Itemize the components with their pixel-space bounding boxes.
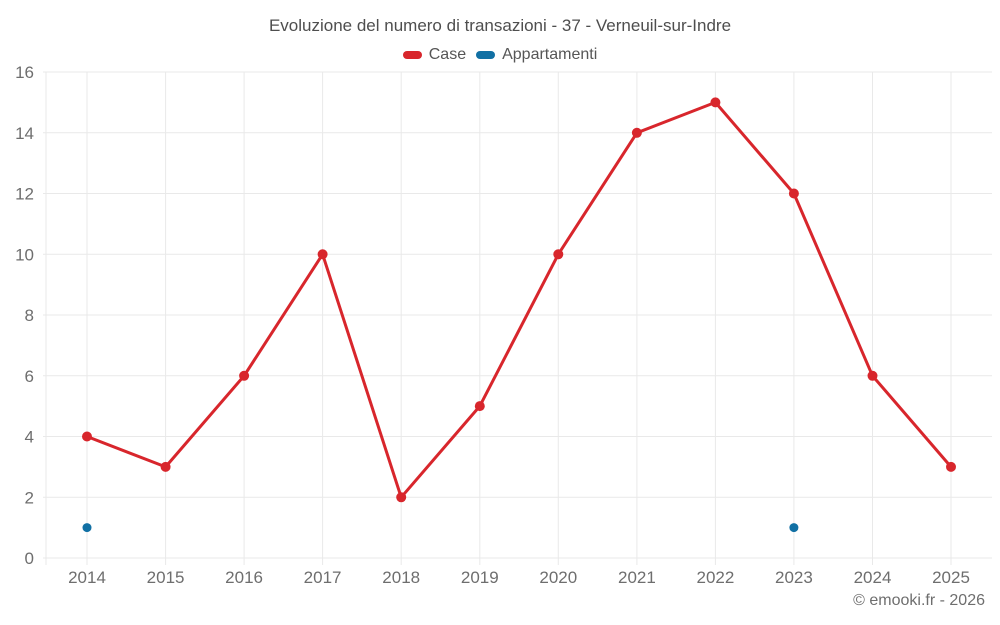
y-tick-label: 10 — [15, 245, 34, 264]
x-tick-label: 2020 — [539, 568, 577, 587]
data-point-appartamenti-2014 — [82, 523, 92, 533]
y-tick-label: 12 — [15, 185, 34, 204]
legend-label-case: Case — [428, 46, 467, 63]
y-tick-label: 6 — [25, 367, 34, 386]
y-tick-label: 14 — [15, 124, 34, 143]
data-point-case-2020 — [553, 249, 564, 260]
x-tick-label: 2017 — [304, 568, 342, 587]
series-line-case — [85, 100, 953, 499]
x-tick-label: 2018 — [382, 568, 420, 587]
data-point-case-2023 — [788, 188, 799, 199]
x-tick-label: 2014 — [68, 568, 106, 587]
x-tick-label: 2024 — [854, 568, 892, 587]
data-point-case-2014 — [82, 431, 92, 442]
x-tick-label: 2021 — [618, 568, 656, 587]
data-point-case-2022 — [710, 97, 721, 108]
data-point-case-2021 — [631, 127, 642, 138]
legend-item-appartamenti[interactable]: Appartamenti — [476, 46, 597, 64]
data-point-case-2025 — [946, 461, 956, 472]
legend-swatch-case — [402, 51, 422, 59]
x-tick-label: 2019 — [461, 568, 499, 587]
y-tick-label: 16 — [15, 63, 34, 82]
data-point-appartamenti-2023 — [789, 523, 799, 533]
data-point-case-2024 — [867, 370, 878, 381]
y-tick-label: 0 — [25, 549, 34, 568]
y-tick-label: 2 — [25, 488, 34, 507]
chart-title: Evoluzione del numero di transazioni - 3… — [268, 16, 732, 35]
x-tick-label: 2022 — [696, 568, 734, 587]
data-point-case-2016 — [239, 370, 250, 381]
legend-swatch-appartamenti — [476, 51, 496, 59]
data-point-case-2018 — [396, 492, 407, 503]
chart-legend: Case Appartamenti — [0, 45, 1000, 65]
data-point-case-2019 — [474, 401, 485, 412]
x-tick-label: 2023 — [775, 568, 813, 587]
legend-item-case[interactable]: Case — [402, 46, 467, 64]
data-point-case-2015 — [160, 461, 171, 472]
y-tick-label: 4 — [25, 428, 34, 447]
y-tick-label: 8 — [25, 306, 34, 325]
x-tick-label: 2015 — [147, 568, 185, 587]
footer-credit: © emooki.fr - 2026 — [853, 592, 985, 609]
x-tick-label: 2025 — [932, 568, 970, 587]
legend-label-appartamenti: Appartamenti — [502, 46, 598, 63]
data-point-case-2017 — [317, 249, 328, 260]
x-tick-label: 2016 — [225, 568, 263, 587]
